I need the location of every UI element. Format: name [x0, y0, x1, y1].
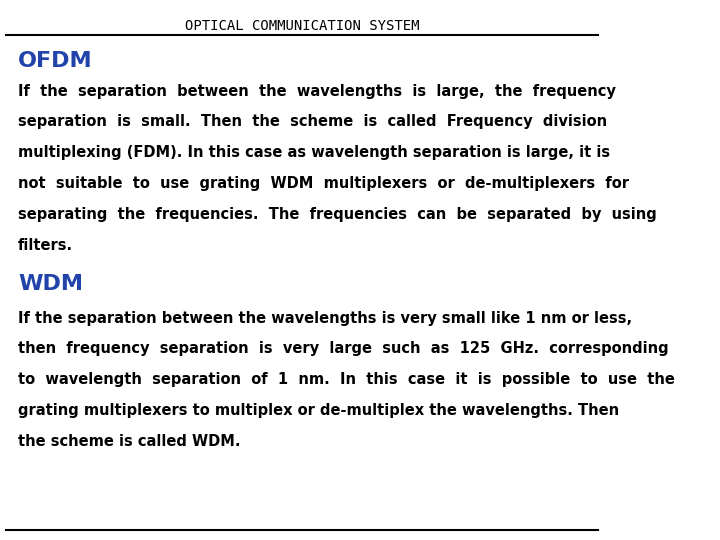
Text: OFDM: OFDM [18, 51, 93, 71]
Text: not  suitable  to  use  grating  WDM  multiplexers  or  de-multiplexers  for: not suitable to use grating WDM multiple… [18, 176, 629, 191]
Text: to  wavelength  separation  of  1  nm.  In  this  case  it  is  possible  to  us: to wavelength separation of 1 nm. In thi… [18, 372, 675, 387]
Text: the scheme is called WDM.: the scheme is called WDM. [18, 434, 240, 449]
Text: multiplexing (FDM). In this case as wavelength separation is large, it is: multiplexing (FDM). In this case as wave… [18, 145, 611, 160]
Text: filters.: filters. [18, 238, 73, 253]
Text: If  the  separation  between  the  wavelengths  is  large,  the  frequency: If the separation between the wavelength… [18, 84, 616, 99]
Text: WDM: WDM [18, 274, 83, 294]
Text: OPTICAL COMMUNICATION SYSTEM: OPTICAL COMMUNICATION SYSTEM [185, 19, 420, 33]
Text: then  frequency  separation  is  very  large  such  as  125  GHz.  corresponding: then frequency separation is very large … [18, 341, 669, 356]
Text: separation  is  small.  Then  the  scheme  is  called  Frequency  division: separation is small. Then the scheme is … [18, 114, 607, 130]
Text: separating  the  frequencies.  The  frequencies  can  be  separated  by  using: separating the frequencies. The frequenc… [18, 207, 657, 222]
Text: If the separation between the wavelengths is very small like 1 nm or less,: If the separation between the wavelength… [18, 310, 632, 326]
Text: grating multiplexers to multiplex or de-multiplex the wavelengths. Then: grating multiplexers to multiplex or de-… [18, 403, 619, 418]
